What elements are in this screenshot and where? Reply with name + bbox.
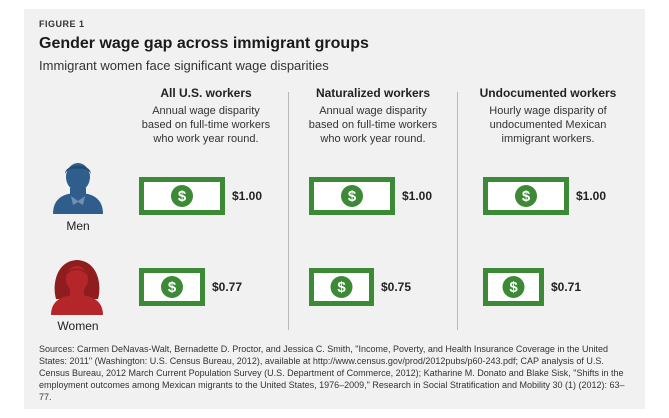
column-desc-line: Annual wage disparity (152, 105, 260, 117)
svg-text:$: $ (337, 279, 346, 296)
column-divider (457, 92, 458, 330)
column-header-undocumented: Undocumented workers Hourly wage dispari… (473, 86, 623, 146)
chart-title: Gender wage gap across immigrant groups (39, 35, 369, 52)
bill-men-3: $ (483, 177, 569, 215)
column-header-naturalized: Naturalized workers Annual wage disparit… (298, 86, 448, 146)
dollar-icon (515, 185, 537, 207)
amount-label-women-2: $0.75 (381, 280, 412, 294)
column-desc-line: who work year round. (320, 133, 426, 145)
column-desc-line: who work year round. (153, 133, 259, 145)
svg-text:$: $ (348, 188, 357, 205)
bill-women-2: $ (309, 268, 374, 306)
column-description: Annual wage disparity based on full-time… (131, 104, 281, 146)
sources-note: Sources: Carmen DeNavas-Walt, Bernadette… (39, 344, 625, 402)
amount-label-men-2: $1.00 (402, 189, 433, 203)
figure-label: FIGURE 1 (39, 19, 85, 29)
column-header-all: All U.S. workers Annual wage disparity b… (131, 86, 281, 146)
column-desc-line: undocumented Mexican (489, 119, 607, 131)
amount-label-women-1: $0.77 (212, 280, 243, 294)
woman-icon (51, 260, 103, 315)
amount-label-men-3: $1.00 (576, 189, 607, 203)
column-title: Undocumented workers (479, 86, 617, 100)
bill-women-3: $ (483, 268, 544, 306)
row-label-women: Women (57, 319, 99, 333)
amount-label-women-3: $0.71 (551, 280, 582, 294)
column-description: Annual wage disparity based on full-time… (298, 104, 448, 146)
bill-women-1: $ (139, 268, 205, 306)
column-desc-line: Hourly wage disparity of (489, 105, 607, 117)
dollar-icon (161, 276, 183, 298)
chart-subtitle: Immigrant women face significant wage di… (39, 58, 329, 73)
svg-text:$: $ (522, 188, 531, 205)
dollar-icon (330, 276, 353, 298)
svg-text:$: $ (509, 279, 518, 296)
bill-men-2: $ (309, 177, 395, 215)
column-desc-line: Annual wage disparity (319, 105, 427, 117)
dollar-icon (341, 185, 363, 207)
bill-men-1: $ (139, 177, 225, 215)
man-icon (53, 163, 103, 214)
row-label-men: Men (66, 219, 90, 233)
column-desc-line: based on full-time workers (308, 119, 438, 131)
column-title: Naturalized workers (315, 86, 431, 100)
dollar-icon (171, 185, 193, 207)
svg-text:$: $ (178, 188, 187, 205)
column-title: All U.S. workers (160, 86, 252, 100)
column-desc-line: based on full-time workers (141, 119, 271, 131)
amount-label-men-1: $1.00 (232, 189, 263, 203)
column-description: Hourly wage disparity of undocumented Me… (473, 104, 623, 146)
svg-text:$: $ (168, 279, 177, 296)
column-divider (288, 92, 289, 330)
column-desc-line: immigrant workers. (501, 133, 595, 145)
dollar-icon (502, 276, 525, 298)
